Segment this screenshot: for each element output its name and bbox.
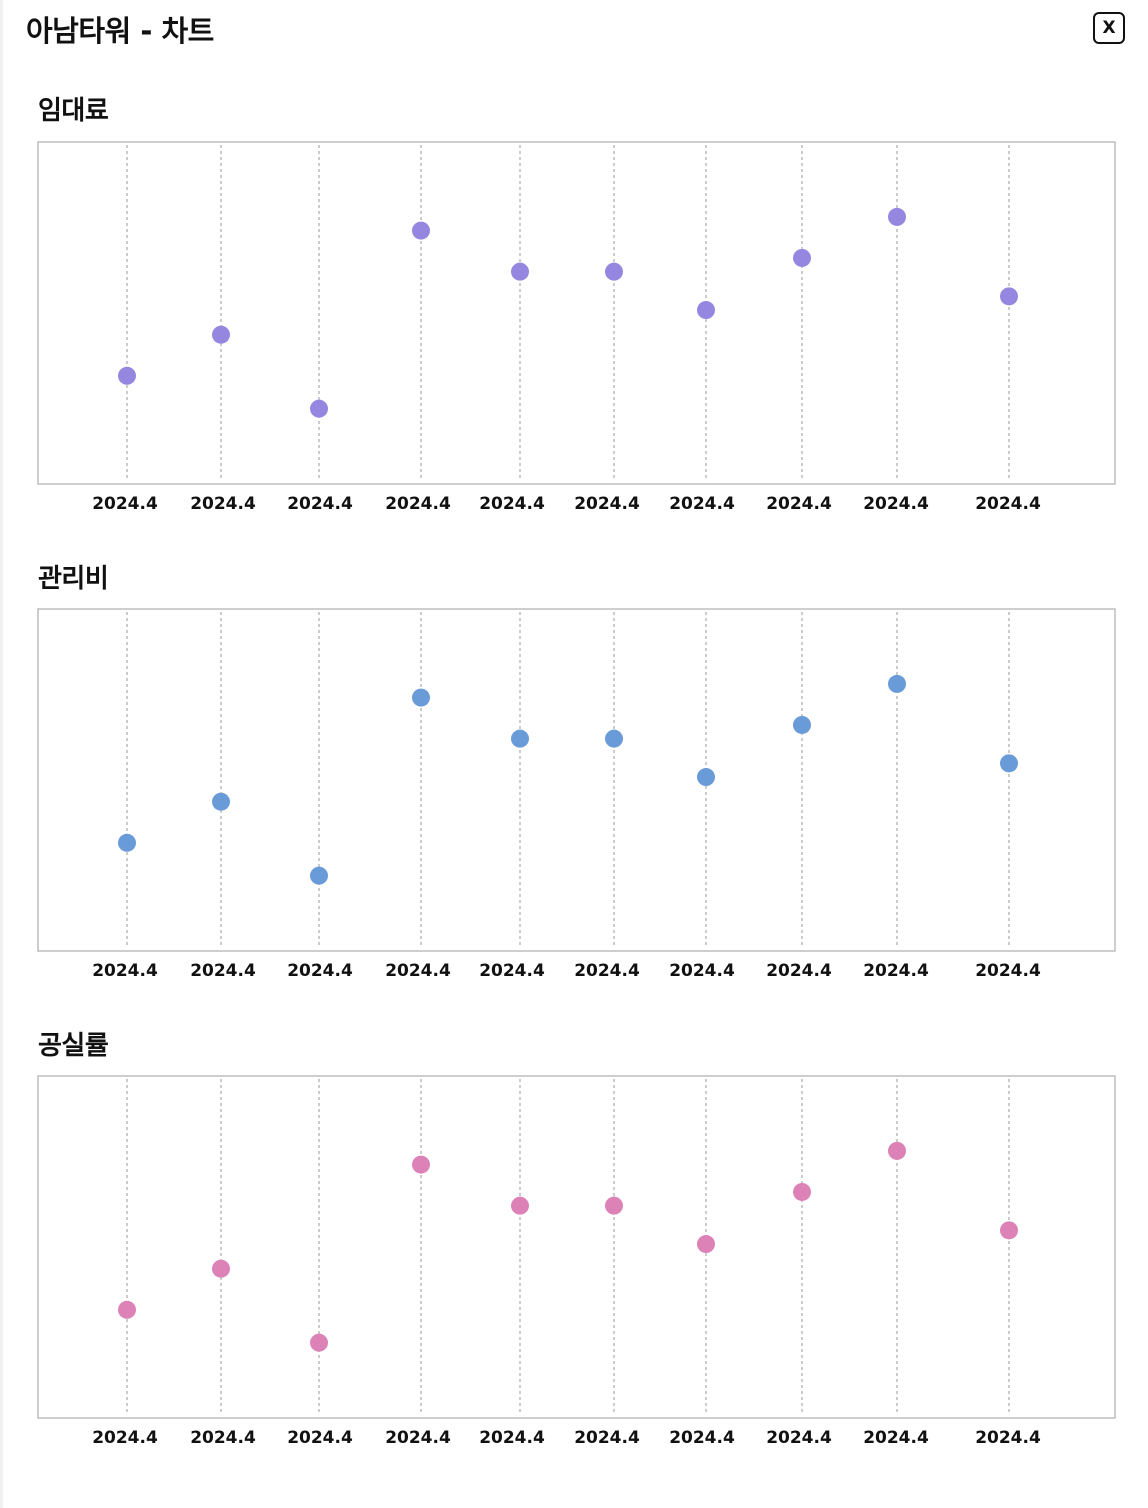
- x-tick-label: 2024.4: [385, 1428, 451, 1448]
- data-point[interactable]: [697, 301, 715, 320]
- data-point[interactable]: [511, 1196, 529, 1215]
- data-point[interactable]: [310, 399, 328, 418]
- data-point[interactable]: [605, 729, 623, 748]
- x-tick-label: 2024.4: [574, 1428, 640, 1448]
- data-point[interactable]: [212, 792, 230, 811]
- x-tick-label: 2024.4: [190, 494, 256, 514]
- x-tick-label: 2024.4: [669, 494, 735, 514]
- data-point[interactable]: [605, 1196, 623, 1215]
- x-tick-label: 2024.4: [479, 1428, 545, 1448]
- x-tick-label: 2024.4: [975, 961, 1041, 981]
- data-point[interactable]: [888, 1141, 906, 1160]
- rent-chart: 2024.4 2024.4 2024.4 2024.4 2024.4 2024.4 2024…: [37, 141, 1116, 514]
- x-tick-label: 2024.4: [385, 961, 451, 981]
- data-point[interactable]: [511, 262, 529, 281]
- x-tick-label: 2024.4: [479, 494, 545, 514]
- x-tick-label: 2024.4: [574, 494, 640, 514]
- data-point[interactable]: [793, 248, 811, 267]
- plot-frame: [37, 141, 1116, 485]
- plot-frame: [37, 608, 1116, 952]
- x-tick-label: 2024.4: [287, 1428, 353, 1448]
- x-tick-label: 2024.4: [287, 961, 353, 981]
- data-point[interactable]: [310, 1333, 328, 1352]
- x-tick-label: 2024.4: [287, 494, 353, 514]
- section-title-vacancy-rate: 공실률: [38, 1031, 109, 1061]
- data-point[interactable]: [310, 866, 328, 885]
- x-tick-label: 2024.4: [190, 1428, 256, 1448]
- data-point[interactable]: [412, 221, 430, 240]
- x-tick-label: 2024.4: [92, 1428, 158, 1448]
- data-point[interactable]: [793, 715, 811, 734]
- x-tick-label: 2024.4: [863, 1428, 929, 1448]
- plot-frame: [37, 1075, 1116, 1419]
- x-tick-label: 2024.4: [479, 961, 545, 981]
- data-point[interactable]: [697, 768, 715, 787]
- x-tick-label: 2024.4: [385, 494, 451, 514]
- data-point[interactable]: [888, 674, 906, 693]
- x-tick-label: 2024.4: [975, 494, 1041, 514]
- x-tick-label: 2024.4: [574, 961, 640, 981]
- x-tick-label: 2024.4: [669, 961, 735, 981]
- data-point[interactable]: [1000, 754, 1018, 773]
- data-point[interactable]: [1000, 1221, 1018, 1240]
- x-tick-label: 2024.4: [766, 1428, 832, 1448]
- x-tick-label: 2024.4: [863, 961, 929, 981]
- x-tick-label: 2024.4: [766, 494, 832, 514]
- management-fee-chart: 2024.4 2024.4 2024.4 2024.4 2024.4 2024.4 2024…: [37, 608, 1116, 981]
- x-tick-label: 2024.4: [863, 494, 929, 514]
- close-button[interactable]: X: [1093, 12, 1125, 44]
- x-tick-label: 2024.4: [190, 961, 256, 981]
- data-point[interactable]: [118, 833, 136, 852]
- vacancy-rate-chart: 2024.4 2024.4 2024.4 2024.4 2024.4 2024.4 2024…: [37, 1075, 1116, 1448]
- data-point[interactable]: [118, 366, 136, 385]
- x-tick-label: 2024.4: [669, 1428, 735, 1448]
- data-point[interactable]: [793, 1182, 811, 1201]
- data-point[interactable]: [118, 1300, 136, 1319]
- data-point[interactable]: [888, 207, 906, 226]
- page-title: 아남타워 - 차트: [26, 14, 214, 48]
- data-point[interactable]: [697, 1235, 715, 1254]
- data-point[interactable]: [511, 729, 529, 748]
- section-title-management-fee: 관리비: [38, 564, 109, 594]
- x-tick-label: 2024.4: [766, 961, 832, 981]
- x-tick-label: 2024.4: [975, 1428, 1041, 1448]
- data-point[interactable]: [1000, 287, 1018, 306]
- data-point[interactable]: [212, 1259, 230, 1278]
- x-tick-label: 2024.4: [92, 494, 158, 514]
- page-edge: [0, 0, 3, 1508]
- data-point[interactable]: [412, 1155, 430, 1174]
- x-tick-label: 2024.4: [92, 961, 158, 981]
- data-point[interactable]: [212, 325, 230, 344]
- section-title-rent: 임대료: [38, 96, 109, 126]
- data-point[interactable]: [605, 262, 623, 281]
- data-point[interactable]: [412, 688, 430, 707]
